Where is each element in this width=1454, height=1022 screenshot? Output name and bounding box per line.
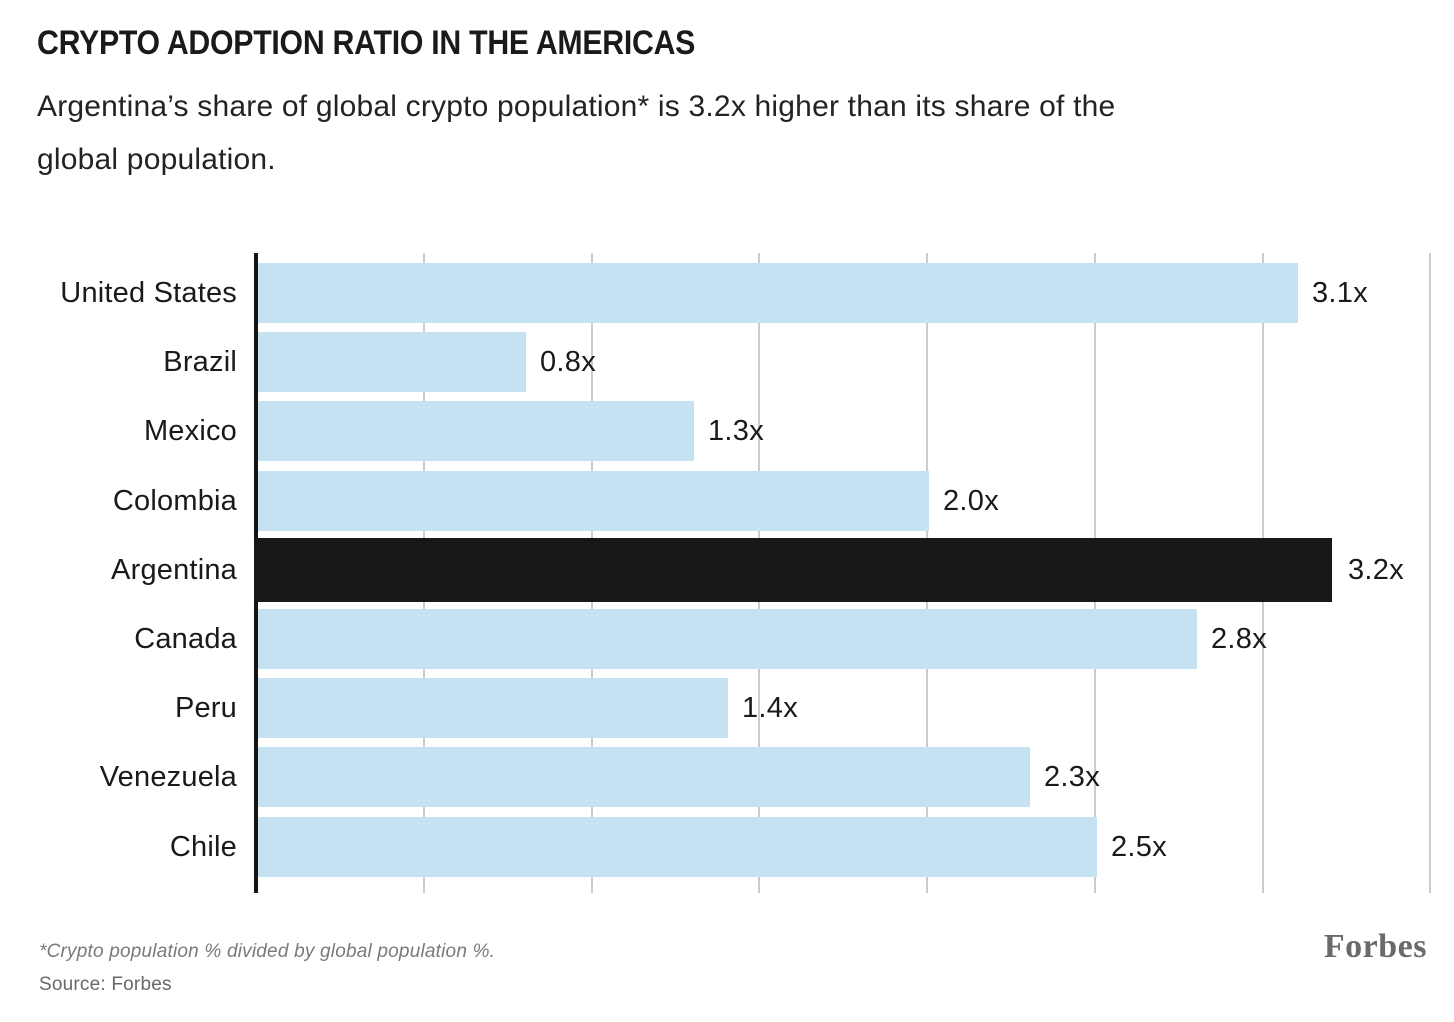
value-label-colombia: 2.0x bbox=[943, 485, 1000, 517]
row-colombia: Colombia 2.0x bbox=[0, 471, 1454, 531]
category-label-colombia: Colombia bbox=[112, 485, 237, 517]
bar-mexico bbox=[258, 401, 694, 461]
value-label-chile: 2.5x bbox=[1111, 831, 1168, 863]
forbes-logo: Forbes bbox=[1323, 928, 1427, 965]
gridline-3.5x bbox=[1429, 253, 1431, 893]
row-canada: Canada 2.8x bbox=[0, 609, 1454, 669]
chart-title: CRYPTO ADOPTION RATIO IN THE AMERICAS bbox=[37, 24, 696, 62]
row-chile: Chile 2.5x bbox=[0, 817, 1454, 877]
value-label-venezuela: 2.3x bbox=[1044, 761, 1101, 793]
category-label-chile: Chile bbox=[169, 831, 237, 863]
row-brazil: Brazil 0.8x bbox=[0, 332, 1454, 392]
value-label-peru: 1.4x bbox=[742, 692, 799, 724]
bar-brazil bbox=[258, 332, 526, 392]
source-credit: Source: Forbes bbox=[39, 974, 172, 995]
footnote: *Crypto population % divided by global p… bbox=[39, 941, 496, 962]
row-united-states: United States 3.1x bbox=[0, 263, 1454, 323]
bar-chile bbox=[258, 817, 1097, 877]
value-label-brazil: 0.8x bbox=[540, 346, 597, 378]
row-argentina: Argentina 3.2x bbox=[0, 538, 1454, 602]
category-label-brazil: Brazil bbox=[163, 346, 237, 378]
chart-subtitle-line2: global population. bbox=[37, 143, 276, 176]
category-label-argentina: Argentina bbox=[111, 554, 237, 586]
value-label-canada: 2.8x bbox=[1211, 623, 1268, 655]
category-label-peru: Peru bbox=[174, 692, 237, 724]
value-label-mexico: 1.3x bbox=[708, 415, 765, 447]
bar-colombia bbox=[258, 471, 929, 531]
row-venezuela: Venezuela 2.3x bbox=[0, 747, 1454, 807]
category-label-canada: Canada bbox=[134, 623, 237, 655]
row-mexico: Mexico 1.3x bbox=[0, 401, 1454, 461]
bar-united-states bbox=[258, 263, 1298, 323]
category-label-mexico: Mexico bbox=[143, 415, 237, 447]
bar-peru bbox=[258, 678, 728, 738]
value-label-united-states: 3.1x bbox=[1312, 277, 1369, 309]
chart-subtitle-line1: Argentina’s share of global crypto popul… bbox=[37, 90, 1116, 123]
chart-subtitle: Argentina’s share of global crypto popul… bbox=[37, 80, 1115, 186]
value-label-argentina: 3.2x bbox=[1348, 554, 1405, 586]
bar-venezuela bbox=[258, 747, 1030, 807]
row-peru: Peru 1.4x bbox=[0, 678, 1454, 738]
category-label-venezuela: Venezuela bbox=[99, 761, 237, 793]
category-label-united-states: United States bbox=[60, 277, 237, 309]
bar-chart: United States 3.1x Brazil 0.8x Mexico 1.3x Col… bbox=[0, 253, 1454, 893]
bar-canada bbox=[258, 609, 1197, 669]
bar-argentina bbox=[254, 538, 1332, 602]
